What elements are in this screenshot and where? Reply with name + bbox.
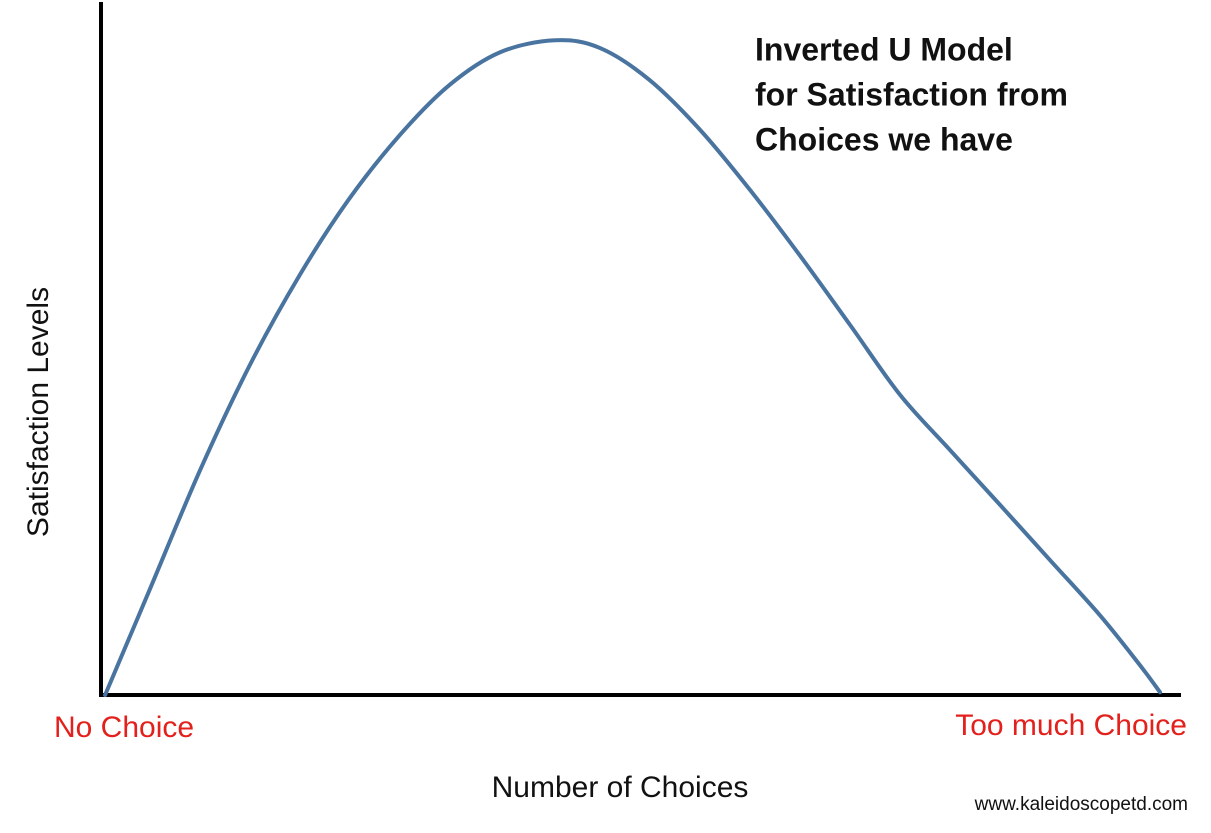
y-axis-label: Satisfaction Levels (22, 287, 55, 537)
chart-title: Inverted U Model (755, 31, 1013, 67)
x-start-label: No Choice (54, 711, 194, 744)
chart-title: for Satisfaction from (755, 76, 1068, 112)
x-axis-label: Number of Choices (492, 771, 749, 804)
curve (103, 38, 1162, 697)
source: www.kaleidoscopetd.com (974, 794, 1188, 815)
chart-title: Choices we have (755, 121, 1013, 157)
x-end-label: Too much Choice (955, 709, 1187, 742)
